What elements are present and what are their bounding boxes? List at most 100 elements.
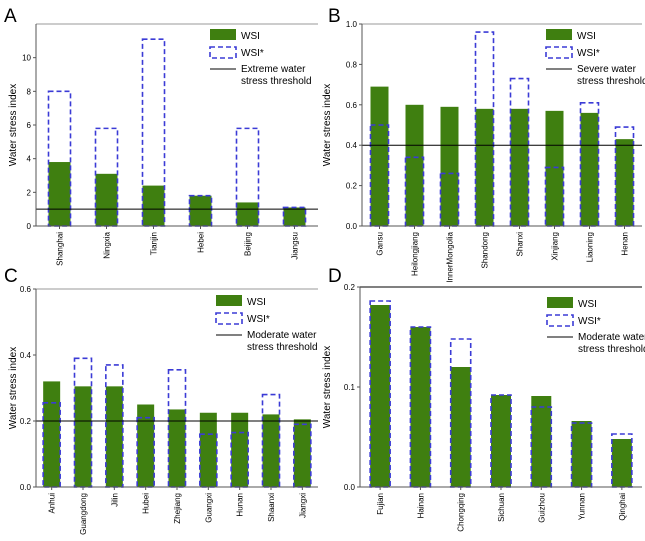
wsi-bar-beijing bbox=[236, 202, 259, 226]
x-tick-label: Hubei bbox=[142, 493, 151, 514]
wsi-star-bar-guizhou bbox=[530, 406, 553, 488]
legend-label-wsi: WSI bbox=[247, 297, 266, 308]
panel-c: C 0.0 0.2 0.4 0.6 Anhui Guangdong Jilin Hubei Zhe… bbox=[4, 266, 318, 535]
x-tick-label: Shanghai bbox=[56, 232, 65, 266]
wsi-bar-hainan bbox=[410, 327, 431, 487]
wsi-star-bar-zhejiang bbox=[167, 369, 187, 488]
wsi-bar-guangdong bbox=[74, 386, 92, 487]
x-tick-label: Heilongjiang bbox=[411, 232, 420, 276]
x-tick-label: Shandong bbox=[481, 232, 490, 268]
y-tick-label: 10 bbox=[22, 54, 31, 63]
x-tick-label: InnerMongolia bbox=[446, 231, 455, 282]
x-tick-label: Jiangsu bbox=[291, 232, 300, 260]
wsi-star-bar-yunnan bbox=[570, 422, 593, 488]
x-tick-label: Chongqing bbox=[457, 493, 466, 532]
x-tick-label: Yunnan bbox=[578, 493, 587, 520]
panel-letter: B bbox=[328, 6, 341, 27]
legend-label-wsi-star: WSI* bbox=[241, 48, 264, 59]
wsi-star-bar-shaanxi bbox=[261, 393, 281, 488]
x-tick-label: Tianjin bbox=[150, 232, 159, 255]
x-tick-label: Gansu bbox=[376, 232, 385, 256]
wsi-bar-henan bbox=[615, 139, 634, 226]
legend-label-wsi: WSI bbox=[577, 31, 596, 42]
x-tick-label: Qinghai bbox=[618, 493, 627, 521]
x-tick-label: Zhejiang bbox=[173, 493, 182, 524]
panel-letter: D bbox=[328, 266, 342, 287]
y-tick-label: 8 bbox=[27, 87, 32, 96]
wsi-bar-innermongolia bbox=[440, 106, 459, 226]
wsi-star-bar-hunan bbox=[230, 431, 249, 488]
x-tick-label: Guizhou bbox=[537, 493, 546, 523]
y-tick-label: 0.0 bbox=[344, 483, 356, 492]
wsi-bar-shaanxi bbox=[262, 414, 280, 487]
x-tick-label: Shanxi bbox=[516, 232, 525, 257]
legend-label-wsi-star: WSI* bbox=[247, 314, 270, 325]
wsi-bar-hunan bbox=[231, 412, 249, 487]
wsi-bar-anhui bbox=[43, 381, 61, 487]
wsi-bar-jiangxi bbox=[293, 419, 311, 487]
y-tick-label: 0.2 bbox=[344, 283, 356, 292]
y-tick-label: 1.0 bbox=[346, 20, 358, 29]
x-tick-label: Anhui bbox=[48, 493, 57, 514]
legend-label-threshold: stress threshold bbox=[241, 76, 312, 87]
legend-label-wsi-star: WSI* bbox=[577, 48, 600, 59]
wsi-bar-shandong bbox=[475, 108, 494, 226]
wsi-star-bar-shanxi bbox=[509, 77, 530, 227]
legend-label-threshold: stress threshold bbox=[577, 76, 645, 87]
wsi-bar-jilin bbox=[105, 386, 123, 487]
panel-letter: C bbox=[4, 266, 18, 287]
legend-label-wsi: WSI bbox=[241, 31, 260, 42]
y-tick-label: 0.4 bbox=[20, 351, 32, 360]
y-tick-label: 0.4 bbox=[346, 141, 358, 150]
y-tick-label: 0.2 bbox=[20, 417, 32, 426]
y-tick-label: 4 bbox=[27, 155, 32, 164]
wsi-star-bar-innermongolia bbox=[439, 172, 460, 227]
legend-swatch-wsi bbox=[216, 295, 242, 306]
x-tick-label: Hunan bbox=[236, 493, 245, 517]
y-axis-label: Water stress index bbox=[8, 347, 19, 429]
x-tick-label: Fujian bbox=[376, 493, 385, 515]
x-tick-label: Beijing bbox=[244, 232, 253, 256]
legend-swatch-wsi-star bbox=[215, 312, 243, 325]
wsi-bar-yunnan bbox=[571, 421, 592, 487]
y-tick-label: 6 bbox=[27, 121, 32, 130]
x-tick-label: Shaanxi bbox=[267, 493, 276, 522]
legend-swatch-wsi-star bbox=[209, 46, 237, 59]
wsi-star-bar-shanghai bbox=[47, 90, 72, 227]
wsi-star-bar-hubei bbox=[136, 416, 155, 488]
wsi-star-bar-henan bbox=[614, 126, 635, 227]
wsi-bar-zhejiang bbox=[168, 409, 186, 487]
x-tick-label: Guangxi bbox=[204, 493, 213, 523]
x-tick-label: Guangdong bbox=[79, 493, 88, 535]
wsi-bar-shanxi bbox=[510, 108, 529, 226]
wsi-bar-xinjiang bbox=[545, 110, 564, 226]
legend-swatch-wsi bbox=[546, 29, 572, 40]
legend-swatch-wsi-star bbox=[545, 46, 573, 59]
wsi-bar-liaoning bbox=[580, 112, 599, 226]
panel-b: B 0.0 0.2 0.4 0.6 0.8 1.0 Gansu Heilongjiang Inne… bbox=[322, 6, 645, 283]
y-axis-label: Water stress index bbox=[8, 84, 19, 166]
legend-swatch-wsi-star bbox=[546, 314, 574, 327]
legend-label-threshold: stress threshold bbox=[247, 342, 318, 353]
legend-label-threshold: stress threshold bbox=[578, 344, 645, 355]
wsi-bar-hubei bbox=[137, 404, 155, 487]
wsi-bar-fujian bbox=[370, 305, 391, 487]
wsi-star-bar-hainan bbox=[409, 326, 432, 488]
wsi-bar-tianjin bbox=[142, 185, 165, 226]
legend-label-wsi-star: WSI* bbox=[578, 316, 601, 327]
x-tick-label: Hebei bbox=[197, 232, 206, 253]
legend-label-threshold: Moderate water bbox=[247, 330, 317, 341]
x-tick-label: Jilin bbox=[110, 493, 119, 507]
x-tick-label: Sichuan bbox=[497, 493, 506, 522]
wsi-bar-qinghai bbox=[611, 439, 632, 487]
x-tick-label: Henan bbox=[621, 232, 630, 256]
wsi-star-bar-anhui bbox=[42, 402, 61, 488]
wsi-bar-gansu bbox=[370, 86, 389, 227]
x-tick-label: Liaoning bbox=[586, 232, 595, 262]
y-axis-label: Water stress index bbox=[322, 346, 333, 428]
x-tick-label: Hainan bbox=[416, 493, 425, 518]
wsi-bar-guizhou bbox=[531, 396, 552, 487]
